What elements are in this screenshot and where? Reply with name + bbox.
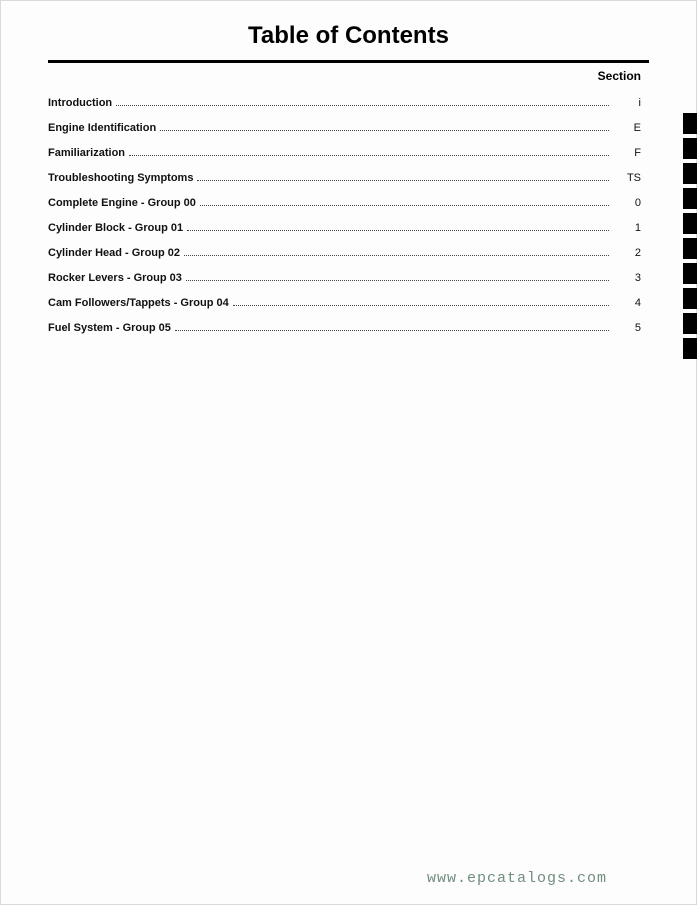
toc-row: Troubleshooting Symptoms TS [48,172,641,184]
toc-entry-value: 4 [613,297,641,309]
page-border [0,0,697,1]
page: Table of Contents Section Introduction i… [0,0,697,905]
dot-leader [175,326,609,331]
side-tab [683,313,697,334]
toc-entry-label: Complete Engine - Group 00 [48,197,196,209]
toc-entry-value: 3 [613,272,641,284]
toc-row: Complete Engine - Group 00 0 [48,197,641,209]
page-border [0,0,1,905]
dot-leader [116,101,609,106]
side-tab [683,263,697,284]
side-tab [683,213,697,234]
toc-entry-value: TS [613,172,641,184]
side-tab [683,238,697,259]
toc-entry-label: Rocker Levers - Group 03 [48,272,182,284]
toc-row: Cam Followers/Tappets - Group 04 4 [48,297,641,309]
toc-list: Introduction i Engine Identification E F… [48,97,641,334]
toc-entry-label: Introduction [48,97,112,109]
toc-entry-label: Engine Identification [48,122,156,134]
toc-entry-label: Cam Followers/Tappets - Group 04 [48,297,229,309]
side-tab [683,288,697,309]
dot-leader [129,151,609,156]
side-tab [683,138,697,159]
side-tab [683,163,697,184]
dot-leader [184,251,609,256]
toc-entry-value: 1 [613,222,641,234]
dot-leader [187,226,609,231]
side-tab [683,113,697,134]
dot-leader [186,276,609,281]
toc-row: Introduction i [48,97,641,109]
side-tab [683,188,697,209]
side-tabs [683,113,697,363]
toc-entry-label: Fuel System - Group 05 [48,322,171,334]
toc-entry-value: 0 [613,197,641,209]
toc-entry-label: Troubleshooting Symptoms [48,172,193,184]
dot-leader [197,176,609,181]
dot-leader [160,126,609,131]
toc-entry-label: Cylinder Head - Group 02 [48,247,180,259]
toc-row: Engine Identification E [48,122,641,134]
dot-leader [200,201,609,206]
toc-row: Cylinder Block - Group 01 1 [48,222,641,234]
toc-entry-value: 5 [613,322,641,334]
side-tab [683,338,697,359]
toc-row: Familiarization F [48,147,641,159]
toc-row: Fuel System - Group 05 5 [48,322,641,334]
toc-entry-value: F [613,147,641,159]
watermark-text: www.epcatalogs.com [427,870,607,887]
toc-entry-label: Familiarization [48,147,125,159]
toc-entry-value: i [613,97,641,109]
toc-row: Cylinder Head - Group 02 2 [48,247,641,259]
section-header-label: Section [48,69,641,83]
toc-row: Rocker Levers - Group 03 3 [48,272,641,284]
page-title: Table of Contents [0,0,697,50]
toc-entry-value: E [613,122,641,134]
toc-entry-value: 2 [613,247,641,259]
toc-entry-label: Cylinder Block - Group 01 [48,222,183,234]
dot-leader [233,301,609,306]
title-rule [48,60,649,63]
